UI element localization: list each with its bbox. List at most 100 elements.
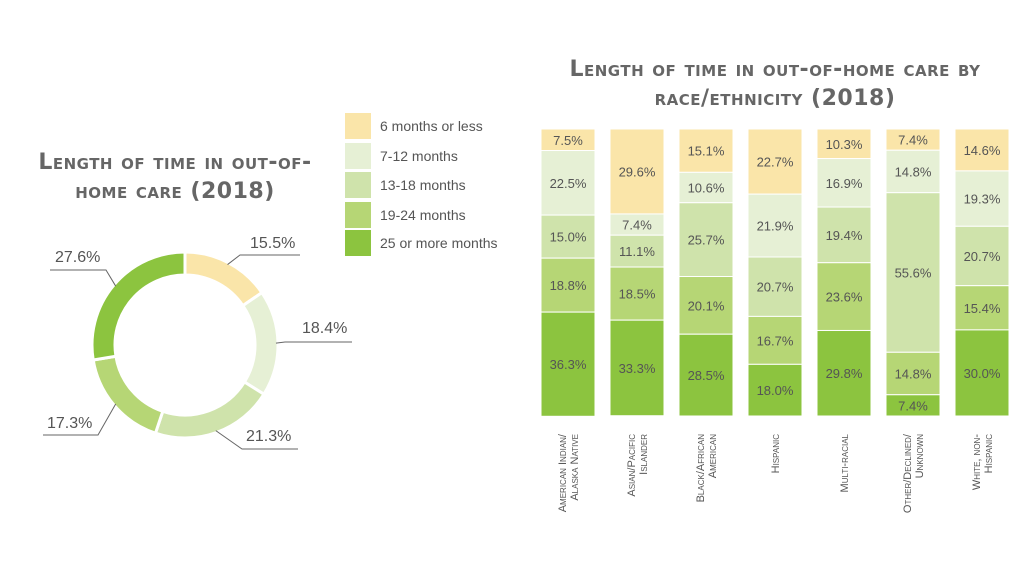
donut-data-label: 21.3% xyxy=(246,428,291,445)
category-label: Hispanic xyxy=(770,434,782,474)
bar-segment-label: 19.3% xyxy=(964,192,1001,207)
donut-data-label: 15.5% xyxy=(250,235,295,252)
bar-segment-25-or-more-months xyxy=(540,311,596,417)
bar-segment-19-24-months xyxy=(954,285,1010,331)
bar-segment-25-or-more-months xyxy=(678,333,734,417)
legend-label: 19-24 months xyxy=(380,207,466,223)
bar-segment-label: 10.6% xyxy=(688,181,725,196)
stacked-bar-chart: 7.5% 22.5% 15.0% 18.8% 36.3% American Indian/… xyxy=(540,128,1010,513)
legend-label: 13-18 months xyxy=(380,177,466,193)
donut-slice-19-24-months xyxy=(91,354,165,436)
donut-slice-25-or-more-months xyxy=(90,250,187,362)
bar-segment-label: 16.7% xyxy=(757,333,794,348)
bar-segment-19-24-months xyxy=(540,257,596,313)
category-label: Multi-racial xyxy=(839,433,851,492)
donut-chart: 15.5% 18.4% 21.3% 17.3% 27.6% xyxy=(43,235,352,450)
bar-segment-label: 29.6% xyxy=(619,164,656,179)
legend-label: 6 months or less xyxy=(380,118,483,134)
bar-segment-label: 16.9% xyxy=(826,176,863,191)
bar-segment-label: 11.1% xyxy=(619,244,655,259)
bar-segment-25-or-more-months xyxy=(816,329,872,417)
bar-segment-13-18-months xyxy=(747,256,803,317)
bar-segment-7-12-months xyxy=(540,150,596,216)
legend-label: 25 or more months xyxy=(380,235,498,251)
donut-leader-line xyxy=(275,341,352,344)
donut-data-label: 18.4% xyxy=(302,320,347,337)
bar-segment-label: 15.1% xyxy=(688,144,725,159)
legend-item-6-months-or-less: 6 months or less xyxy=(345,113,525,139)
bar-segment-label: 20.7% xyxy=(964,249,1001,264)
bar-segment-label: 28.5% xyxy=(688,368,725,383)
bar-segment-label: 30.0% xyxy=(964,366,1001,381)
bar-segment-6-months-or-less xyxy=(954,128,1010,172)
donut-slice-6-months-or-less xyxy=(183,250,264,308)
category-label: White, non-Hispanic xyxy=(971,434,995,490)
bar-segment-6-months-or-less xyxy=(678,128,734,173)
bar-segment-7-12-months xyxy=(678,171,734,204)
legend-item-13-18-months: 13-18 months xyxy=(345,172,525,198)
bar-segment-6-months-or-less xyxy=(816,128,872,160)
bar-segment-label: 7.5% xyxy=(553,133,583,148)
legend-item-19-24-months: 19-24 months xyxy=(345,202,525,228)
donut-data-label: 27.6% xyxy=(55,249,100,266)
bar-segment-25-or-more-months xyxy=(609,319,665,417)
bar-chart-title: Length of time in out-of-home care by ra… xyxy=(569,57,981,111)
bar-segment-6-months-or-less xyxy=(609,128,665,215)
bar-segment-13-18-months xyxy=(885,192,941,353)
category-label: Asian/PacificIslander xyxy=(626,434,650,497)
bar-segment-13-18-months xyxy=(954,225,1010,287)
bar-segment-label: 7.4% xyxy=(622,218,652,233)
bar-segment-label: 33.3% xyxy=(619,361,656,376)
bar-segment-label: 7.4% xyxy=(898,398,928,413)
donut-chart-title: Length of time in out-of-home care (2018… xyxy=(38,150,312,204)
bar-segment-label: 23.6% xyxy=(826,290,863,305)
bar-segment-19-24-months xyxy=(678,276,734,335)
legend-swatch xyxy=(345,113,371,139)
bar-segment-25-or-more-months xyxy=(747,363,803,417)
legend-swatch xyxy=(345,143,371,169)
donut-slice-7-12-months xyxy=(240,290,280,397)
bar-segment-label: 29.8% xyxy=(826,366,863,381)
legend-swatch xyxy=(345,172,371,198)
bar-segment-label: 22.7% xyxy=(757,155,794,170)
bar-segment-6-months-or-less xyxy=(747,128,803,195)
bar-segment-label: 55.6% xyxy=(895,266,932,281)
donut-leader-line xyxy=(43,403,117,436)
legend-item-25-or-more-months: 25 or more months xyxy=(345,230,525,256)
bar-segment-label: 20.7% xyxy=(757,280,794,295)
bar-segment-label: 14.6% xyxy=(964,143,1001,158)
legend-swatch xyxy=(345,202,371,228)
bar-segment-label: 15.0% xyxy=(550,230,587,245)
category-label: Black/AfricanAmerican xyxy=(695,434,719,503)
category-label: Other/Declined/Unknown xyxy=(902,433,926,513)
legend-swatch xyxy=(345,230,371,256)
bar-segment-7-12-months xyxy=(885,149,941,194)
bar-segment-label: 36.3% xyxy=(550,357,587,372)
bar-segment-label: 22.5% xyxy=(550,176,587,191)
bar-segment-label: 20.1% xyxy=(688,298,725,313)
legend-label: 7-12 months xyxy=(380,148,458,164)
bar-segment-label: 18.0% xyxy=(757,383,794,398)
bar-segment-label: 18.8% xyxy=(550,278,587,293)
donut-leader-line xyxy=(227,254,300,265)
bar-segment-label: 18.5% xyxy=(619,287,656,302)
bar-segment-19-24-months xyxy=(609,266,665,321)
bar-segment-label: 14.8% xyxy=(895,367,932,382)
legend-item-7-12-months: 7-12 months xyxy=(345,143,525,169)
bar-segment-25-or-more-months xyxy=(954,329,1010,417)
bar-segment-7-12-months xyxy=(816,158,872,208)
bar-segment-13-18-months xyxy=(609,234,665,268)
bar-segment-label: 7.4% xyxy=(898,133,928,148)
donut-leader-line xyxy=(215,430,298,450)
bar-segment-label: 21.9% xyxy=(757,219,794,234)
bar-segment-7-12-months xyxy=(747,193,803,258)
bar-segment-label: 10.3% xyxy=(826,137,863,152)
donut-data-label: 17.3% xyxy=(47,415,92,432)
bar-segment-label: 15.4% xyxy=(964,301,1001,316)
bar-segment-label: 14.8% xyxy=(895,164,932,179)
bar-segment-25-or-more-months xyxy=(885,394,941,417)
bar-segment-label: 19.4% xyxy=(826,228,863,243)
bar-segment-label: 25.7% xyxy=(688,233,725,248)
donut-leader-line xyxy=(50,269,117,287)
